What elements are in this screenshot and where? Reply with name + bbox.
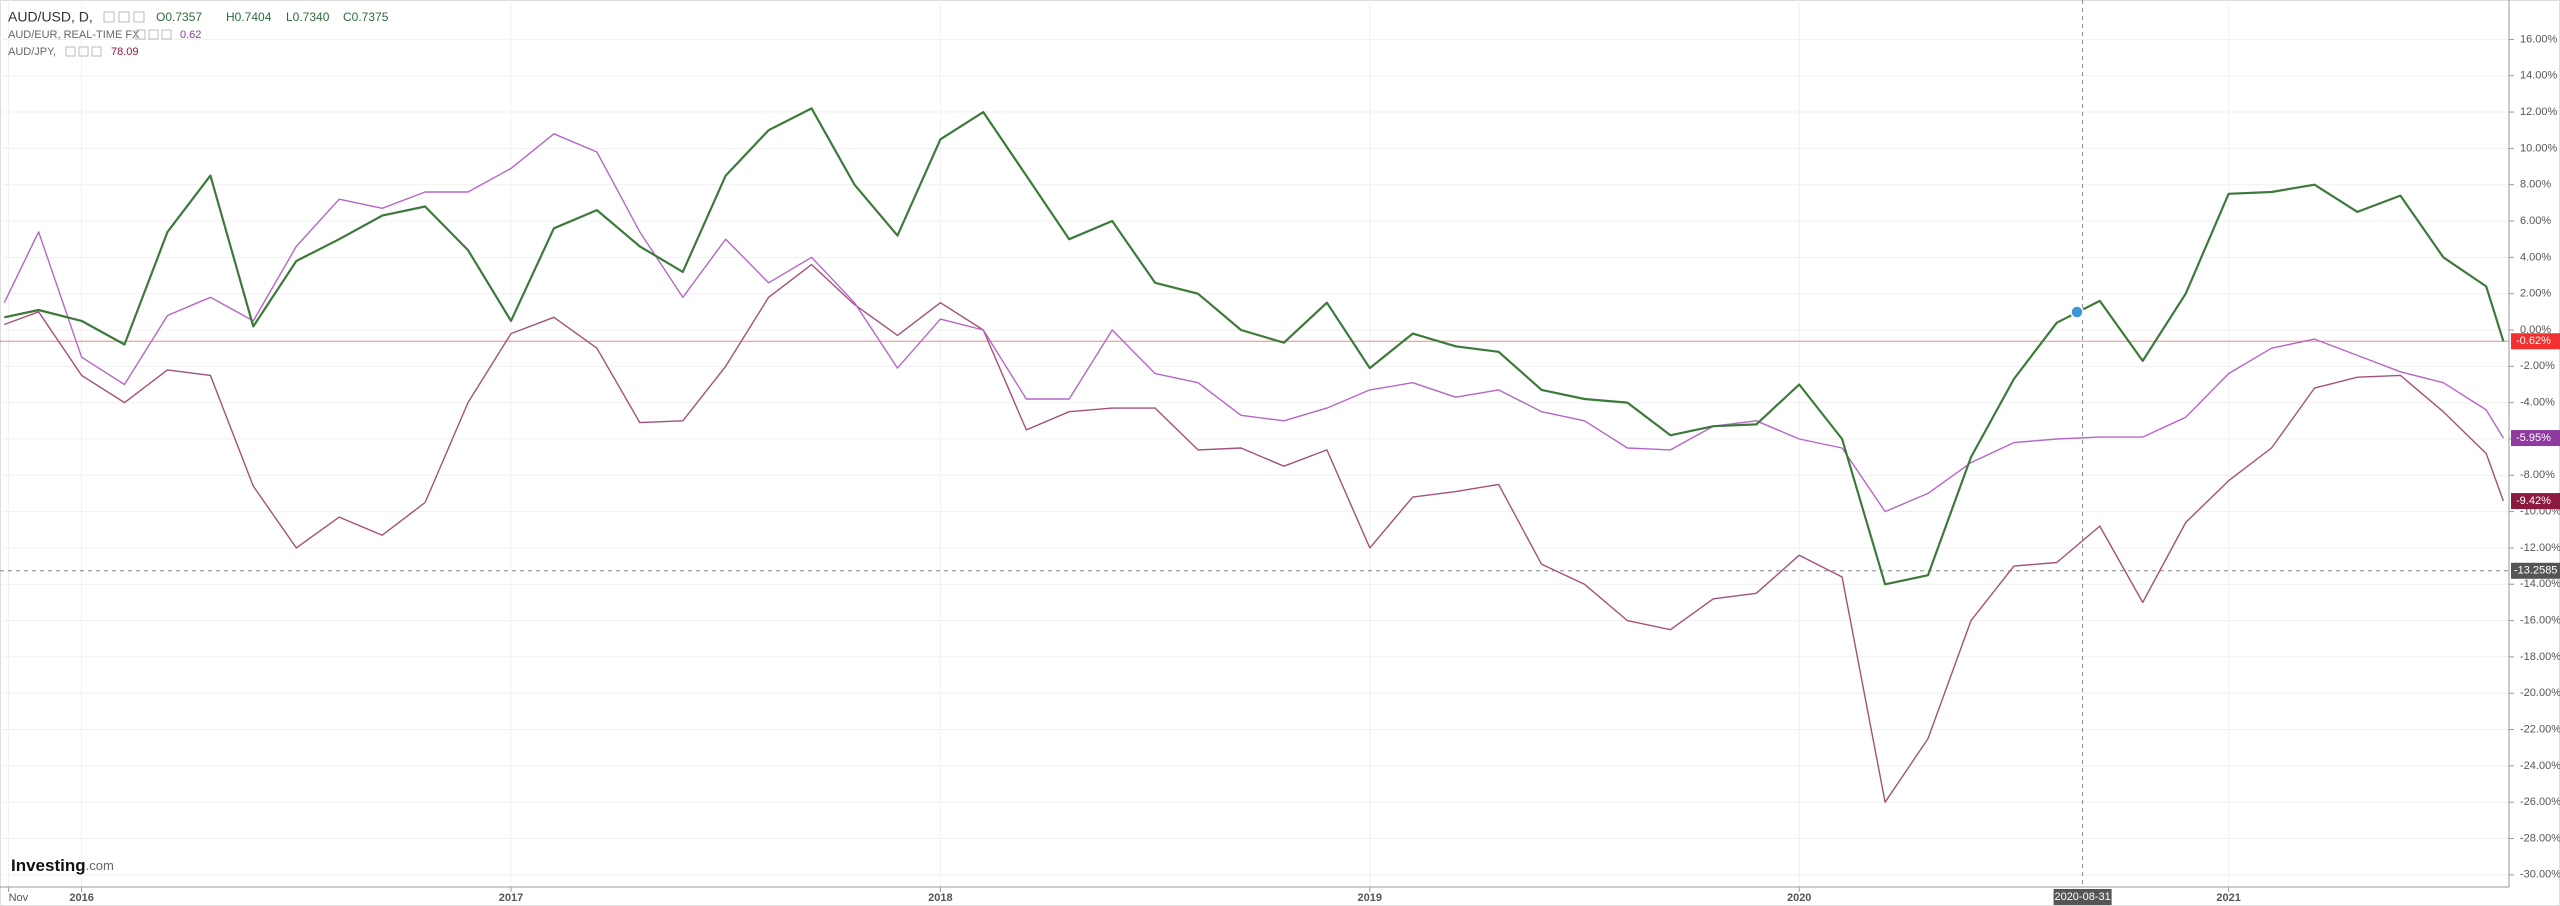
x-tick-label: 2016 — [69, 892, 93, 904]
y-tick-label: -30.00% — [2520, 869, 2560, 881]
last-value-label: -0.62% — [2516, 335, 2551, 347]
event-marker[interactable] — [2070, 305, 2084, 319]
high: H0.7404 — [226, 10, 272, 24]
x-tick-label: 2021 — [2216, 892, 2240, 904]
plot-area — [0, 0, 2509, 887]
y-tick-label: 12.00% — [2520, 106, 2558, 118]
icon[interactable] — [161, 29, 172, 40]
series-value: 0.62 — [180, 29, 201, 41]
x-tick-label: 2019 — [1358, 892, 1382, 904]
series-line — [4, 107, 2505, 586]
icon[interactable] — [65, 46, 76, 57]
series-name[interactable]: AUD/EUR, REAL-TIME FX — [8, 29, 140, 41]
x-tick-label: 2020 — [1787, 892, 1811, 904]
last-value-badge — [2511, 430, 2560, 447]
y-tick-label: -24.00% — [2520, 760, 2560, 772]
last-value-label: -5.95% — [2516, 432, 2551, 444]
axes: 16.00% 14.00% 12.00% 10.00% 8.00% 6.00% 4.00% 2… — [8, 33, 2560, 905]
y-tick-label: -12.00% — [2520, 542, 2560, 554]
y-tick-label: -26.00% — [2520, 796, 2560, 808]
icon[interactable] — [148, 29, 159, 40]
crosshair-badge — [2511, 562, 2560, 579]
x-tick-label: 2018 — [928, 892, 952, 904]
close: C0.7375 — [343, 10, 389, 24]
low: L0.7340 — [286, 10, 330, 24]
x-tick-label: 2017 — [499, 892, 523, 904]
icon[interactable] — [103, 11, 115, 23]
y-tick-label: 8.00% — [2520, 179, 2551, 191]
series-value: 78.09 — [111, 46, 139, 58]
y-tick-label: -18.00% — [2520, 651, 2560, 663]
crosshair-x-badge — [2053, 889, 2112, 905]
last-value-label: -9.42% — [2516, 495, 2551, 507]
series-line — [3, 133, 2504, 513]
y-tick-label: 4.00% — [2520, 251, 2551, 263]
logo-main: Investing — [11, 856, 86, 875]
open: O0.7357 — [156, 10, 202, 24]
last-value-badge — [2511, 333, 2560, 350]
grid — [0, 0, 2509, 887]
y-tick-label: -28.00% — [2520, 832, 2560, 844]
y-tick-label: 16.00% — [2520, 33, 2558, 45]
y-tick-label: -20.00% — [2520, 687, 2560, 699]
header: AUD/USD, D, O0.7357 H0.7404 L0.7340 C0.7… — [8, 9, 389, 58]
y-tick-label: 6.00% — [2520, 215, 2551, 227]
symbol[interactable]: AUD/USD, D, — [8, 9, 93, 25]
y-tick-label: -4.00% — [2520, 397, 2555, 409]
y-tick-label: 14.00% — [2520, 70, 2558, 82]
icon[interactable] — [133, 11, 145, 23]
logo-suffix: .com — [86, 858, 114, 873]
crosshair-x-label: 2020-08-31 — [2054, 891, 2110, 903]
icon[interactable] — [91, 46, 102, 57]
last-value-badge — [2511, 493, 2560, 510]
icon[interactable] — [118, 11, 130, 23]
y-tick-label: 10.00% — [2520, 142, 2558, 154]
x-tick-label: Nov — [9, 892, 29, 904]
logo: Investing.com — [11, 856, 114, 875]
y-tick-label: -16.00% — [2520, 614, 2560, 626]
icon[interactable] — [135, 29, 146, 40]
series-line — [4, 263, 2505, 803]
y-tick-label: 0.00% — [2520, 324, 2551, 336]
series-name[interactable]: AUD/JPY, — [8, 46, 56, 58]
y-tick-label: -8.00% — [2520, 469, 2555, 481]
icon[interactable] — [78, 46, 89, 57]
y-tick-label: 2.00% — [2520, 288, 2551, 300]
y-tick-label: -22.00% — [2520, 723, 2560, 735]
crosshair-label: -13.2585 — [2514, 565, 2557, 577]
y-tick-label: -2.00% — [2520, 360, 2555, 372]
y-tick-label: -14.00% — [2520, 578, 2560, 590]
